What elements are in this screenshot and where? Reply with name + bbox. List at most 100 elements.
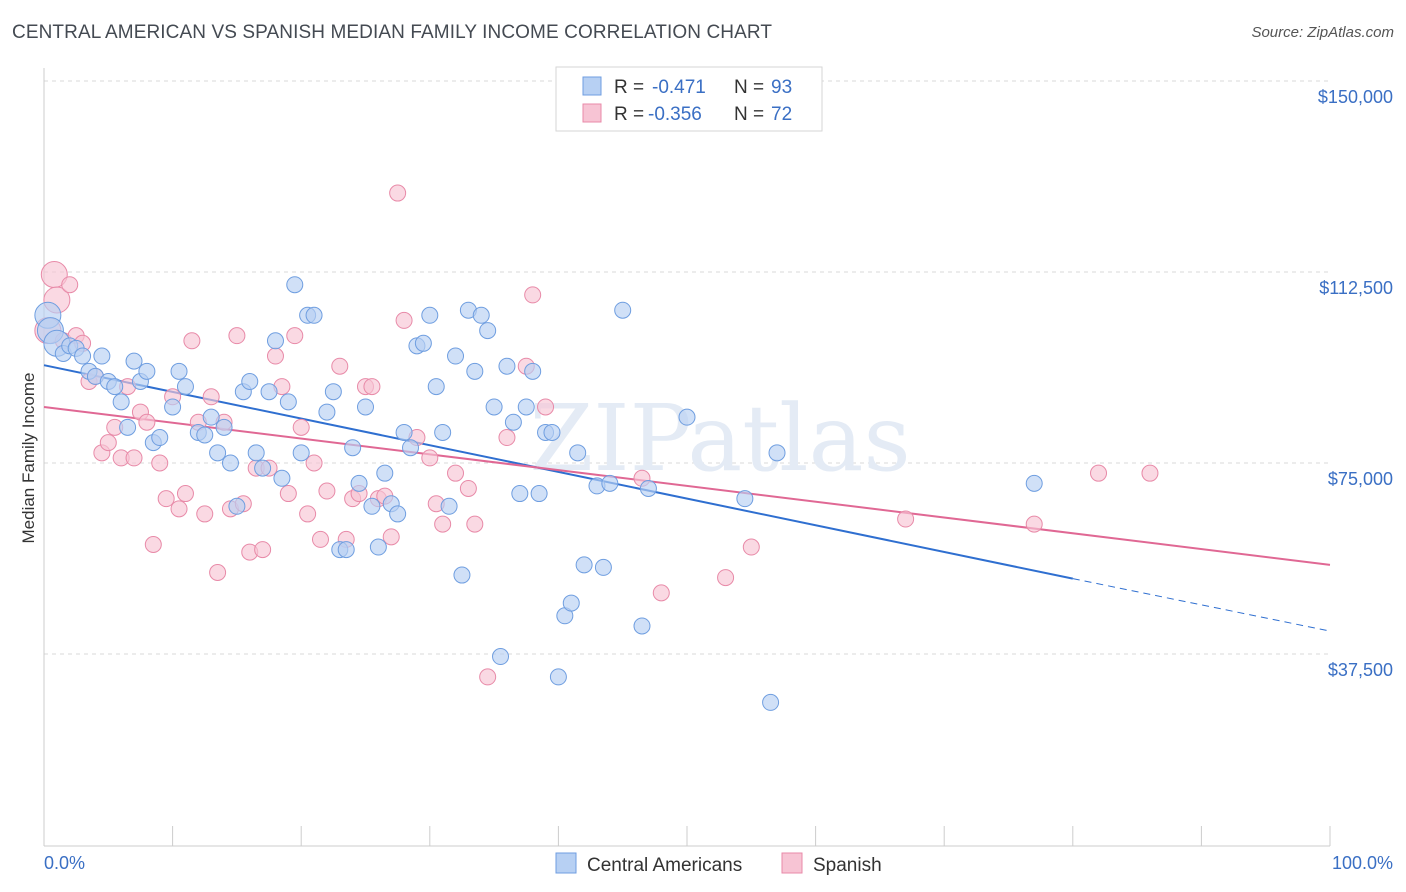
spanish-point <box>459 479 477 497</box>
central-american-point <box>633 617 651 635</box>
central-american-point <box>639 479 657 497</box>
spanish-point <box>1090 464 1108 482</box>
spanish-point <box>1025 515 1043 533</box>
central-american-point <box>254 459 272 477</box>
spanish-point <box>652 584 670 602</box>
central-american-point <box>215 418 233 436</box>
central-american-point <box>273 469 291 487</box>
central-american-point <box>369 538 387 556</box>
legend-pink-swatch <box>582 103 602 123</box>
central-american-point <box>421 306 439 324</box>
chart-title: CENTRAL AMERICAN VS SPANISH MEDIAN FAMIL… <box>12 22 773 43</box>
stats-legend: R = -0.471 N = 93 R = -0.356 N = 72 <box>555 66 823 132</box>
central-american-point <box>395 423 413 441</box>
central-american-point <box>466 362 484 380</box>
central-american-point <box>209 444 227 462</box>
central-american-point <box>286 276 304 294</box>
spanish-point <box>299 505 317 523</box>
central-american-point <box>472 306 490 324</box>
spanish-point <box>138 413 156 431</box>
gridlines <box>44 80 1330 655</box>
central-american-point <box>736 490 754 508</box>
central-american-point <box>74 347 92 365</box>
central-american-point <box>402 439 420 457</box>
y-tick-label: $150,000 <box>1318 87 1393 107</box>
spanish-point <box>183 332 201 350</box>
spanish-point <box>897 510 915 528</box>
central-american-point <box>344 439 362 457</box>
x-tick-label: 0.0% <box>44 853 85 873</box>
spanish-point <box>311 530 329 548</box>
spanish-point <box>61 276 79 294</box>
legend-blue-swatch <box>582 76 602 96</box>
legend-blue-r-value: -0.471 <box>652 77 706 98</box>
spanish-point <box>266 347 284 365</box>
central-american-point <box>479 322 497 340</box>
legend-pink-r-label: R = <box>614 104 644 125</box>
spanish-point <box>202 388 220 406</box>
central-american-point <box>569 444 587 462</box>
y-tick-labels: $37,500 $75,000 $112,500 $150,000 <box>1318 87 1393 680</box>
spanish-point <box>717 569 735 587</box>
y-axis-title: Median Family Income <box>19 372 38 543</box>
spanish-point <box>318 482 336 500</box>
central-american-point <box>279 393 297 411</box>
spanish-point <box>151 454 169 472</box>
legend-pink-r-value: -0.356 <box>648 104 702 125</box>
central-american-point <box>447 347 465 365</box>
central-american-point <box>241 373 259 391</box>
central-american-point <box>434 423 452 441</box>
spanish-point <box>395 311 413 329</box>
central-american-point <box>511 485 529 503</box>
data-points <box>34 184 1159 711</box>
central-american-point <box>1025 474 1043 492</box>
central-american-point <box>151 429 169 447</box>
central-american-point <box>485 398 503 416</box>
central-american-point <box>440 497 458 515</box>
central-american-point <box>614 301 632 319</box>
central-american-point <box>337 541 355 559</box>
spanish-point <box>157 490 175 508</box>
central-american-point <box>453 566 471 584</box>
spanish-point <box>292 418 310 436</box>
central-american-point <box>292 444 310 462</box>
central-american-point <box>575 556 593 574</box>
central-american-point <box>549 668 567 686</box>
central-american-point <box>266 332 284 350</box>
central-american-point <box>492 648 510 666</box>
series-legend: Central Americans Spanish <box>555 852 882 876</box>
central-american-point <box>594 558 612 576</box>
spanish-point <box>742 538 760 556</box>
legend-pink-n-value: 72 <box>771 104 792 125</box>
spanish-point <box>209 564 227 582</box>
central-american-point <box>678 408 696 426</box>
central-american-point <box>260 383 278 401</box>
spanish-point <box>305 454 323 472</box>
central-american-point <box>530 485 548 503</box>
central-american-point <box>762 693 780 711</box>
central-american-point <box>524 362 542 380</box>
legend-blue-n-label: N = <box>734 77 764 98</box>
central-american-point <box>498 357 516 375</box>
central-american-point <box>170 362 188 380</box>
legend-blue-n-value: 93 <box>771 77 792 98</box>
spanish-point <box>363 378 381 396</box>
central-american-point <box>138 362 156 380</box>
legend-blue-r-label: R = <box>614 77 644 98</box>
spanish-point <box>1141 464 1159 482</box>
central-american-point <box>601 474 619 492</box>
central-american-point <box>504 413 522 431</box>
spanish-point <box>434 515 452 533</box>
central-american-point <box>363 497 381 515</box>
source-credit: Source: ZipAtlas.com <box>1251 24 1394 41</box>
central-american-point <box>93 347 111 365</box>
central-american-trendline-extension <box>1072 578 1331 632</box>
spanish-point <box>389 184 407 202</box>
central-american-point <box>164 398 182 416</box>
series-legend-pink-label: Spanish <box>813 855 882 876</box>
spanish-point <box>382 528 400 546</box>
spanish-point <box>254 541 272 559</box>
central-american-point <box>768 444 786 462</box>
spanish-point <box>421 449 439 467</box>
spanish-point <box>228 327 246 345</box>
